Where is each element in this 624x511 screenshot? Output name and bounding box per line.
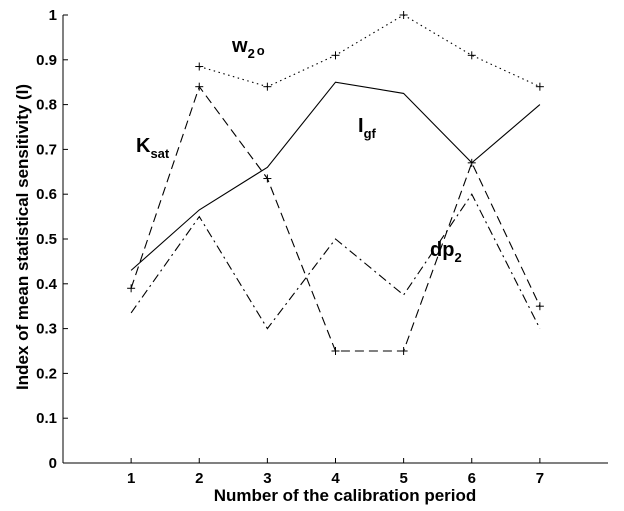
series-line-w2o: [199, 14, 541, 88]
data-point-ksat: [535, 302, 544, 311]
y-tick-label: 0.9: [36, 52, 57, 69]
data-point-ksat: [399, 347, 408, 355]
y-axis-label: Index of mean statistical sensitivity (I…: [13, 84, 32, 390]
series-line-igf: [130, 81, 541, 271]
y-tick-label: 0.3: [36, 321, 57, 338]
y-tick-label: 0.7: [36, 141, 57, 158]
data-point-w2o: [399, 11, 408, 19]
data-point-w2o: [331, 51, 340, 60]
x-tick-label: 5: [399, 470, 407, 487]
y-tick-label: 1: [49, 7, 57, 24]
data-point-w2o: [195, 62, 204, 71]
x-tick-label: 3: [263, 470, 271, 487]
y-tick-label: 0.5: [36, 231, 57, 248]
y-tick-label: 0.4: [36, 276, 58, 293]
series-line-dp2: [130, 193, 541, 330]
data-point-ksat: [195, 82, 204, 91]
series-line-ksat: [130, 85, 541, 352]
y-tick-label: 0.2: [36, 365, 57, 382]
y-tick-label: 0.6: [36, 186, 57, 203]
axes: 0 0.1 0.2 0.3 0.4 0.5 0.6 0.7 0.8 0.9 1 1 2 3 4 5 6 7: [36, 7, 608, 487]
x-tick-label: 6: [468, 470, 476, 487]
data-point-w2o: [263, 82, 272, 91]
y-tick-label: 0.1: [36, 410, 57, 427]
annotation-dp2: dp2: [430, 239, 462, 265]
y-tick-label: 0: [49, 455, 57, 472]
x-tick-label: 1: [127, 470, 135, 487]
x-axis-label: Number of the calibration period: [214, 486, 477, 505]
annotation-ksat: Ksat: [136, 135, 170, 161]
x-tick-label: 7: [536, 470, 544, 487]
x-tick-label: 2: [195, 470, 203, 487]
data-point-ksat: [263, 174, 272, 183]
x-tick-label: 4: [331, 470, 340, 487]
y-tick-label: 0.8: [36, 97, 57, 114]
annotation-w2o: w2 o: [231, 35, 265, 61]
series-group: [127, 11, 544, 355]
data-point-ksat: [331, 347, 340, 355]
data-point-w2o: [535, 82, 544, 91]
annotation-igf: Igf: [358, 115, 377, 141]
annotations: Ksat w2 o Igf dp2: [136, 35, 462, 265]
data-point-ksat: [127, 284, 136, 293]
data-point-w2o: [467, 51, 476, 60]
